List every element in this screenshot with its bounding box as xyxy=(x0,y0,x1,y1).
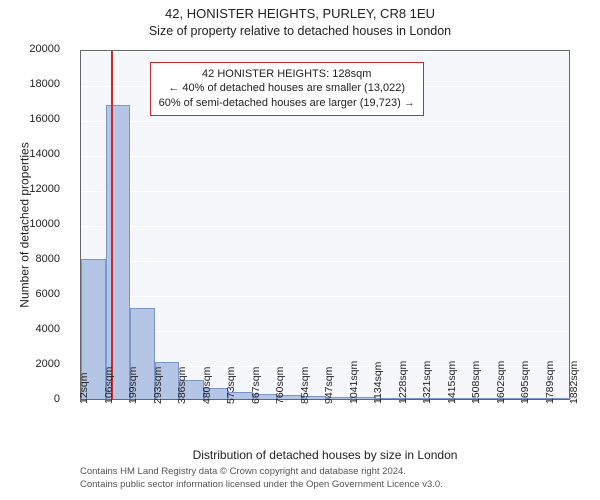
footer-licence: Contains public sector information licen… xyxy=(80,479,443,490)
y-tick-label: 12000 xyxy=(0,183,60,195)
y-tick-label: 14000 xyxy=(0,148,60,160)
annotation-line3: 60% of semi-detached houses are larger (… xyxy=(159,96,415,111)
x-axis-label: Distribution of detached houses by size … xyxy=(80,448,570,462)
chart-container: 42, HONISTER HEIGHTS, PURLEY, CR8 1EU Si… xyxy=(0,0,600,500)
gridline xyxy=(81,296,569,297)
gridline xyxy=(81,121,569,122)
histogram-bar xyxy=(106,105,131,399)
y-tick-label: 2000 xyxy=(0,358,60,370)
property-marker-line xyxy=(111,51,113,399)
y-tick-label: 16000 xyxy=(0,113,60,125)
gridline xyxy=(81,226,569,227)
gridline xyxy=(81,51,569,52)
title-line2: Size of property relative to detached ho… xyxy=(0,24,600,38)
annotation-line1: 42 HONISTER HEIGHTS: 128sqm xyxy=(159,67,415,82)
gridline xyxy=(81,261,569,262)
y-tick-label: 18000 xyxy=(0,78,60,90)
gridline xyxy=(81,191,569,192)
y-tick-label: 10000 xyxy=(0,218,60,230)
annotation-box: 42 HONISTER HEIGHTS: 128sqm← 40% of deta… xyxy=(150,62,424,117)
y-tick-label: 0 xyxy=(0,393,60,405)
gridline xyxy=(81,156,569,157)
y-tick-label: 20000 xyxy=(0,43,60,55)
footer-copyright: Contains HM Land Registry data © Crown c… xyxy=(80,466,406,477)
y-tick-label: 8000 xyxy=(0,253,60,265)
y-tick-label: 6000 xyxy=(0,288,60,300)
annotation-line2: ← 40% of detached houses are smaller (13… xyxy=(159,81,415,96)
title-line1: 42, HONISTER HEIGHTS, PURLEY, CR8 1EU xyxy=(0,6,600,21)
y-tick-label: 4000 xyxy=(0,323,60,335)
plot-area: 42 HONISTER HEIGHTS: 128sqm← 40% of deta… xyxy=(80,50,570,400)
